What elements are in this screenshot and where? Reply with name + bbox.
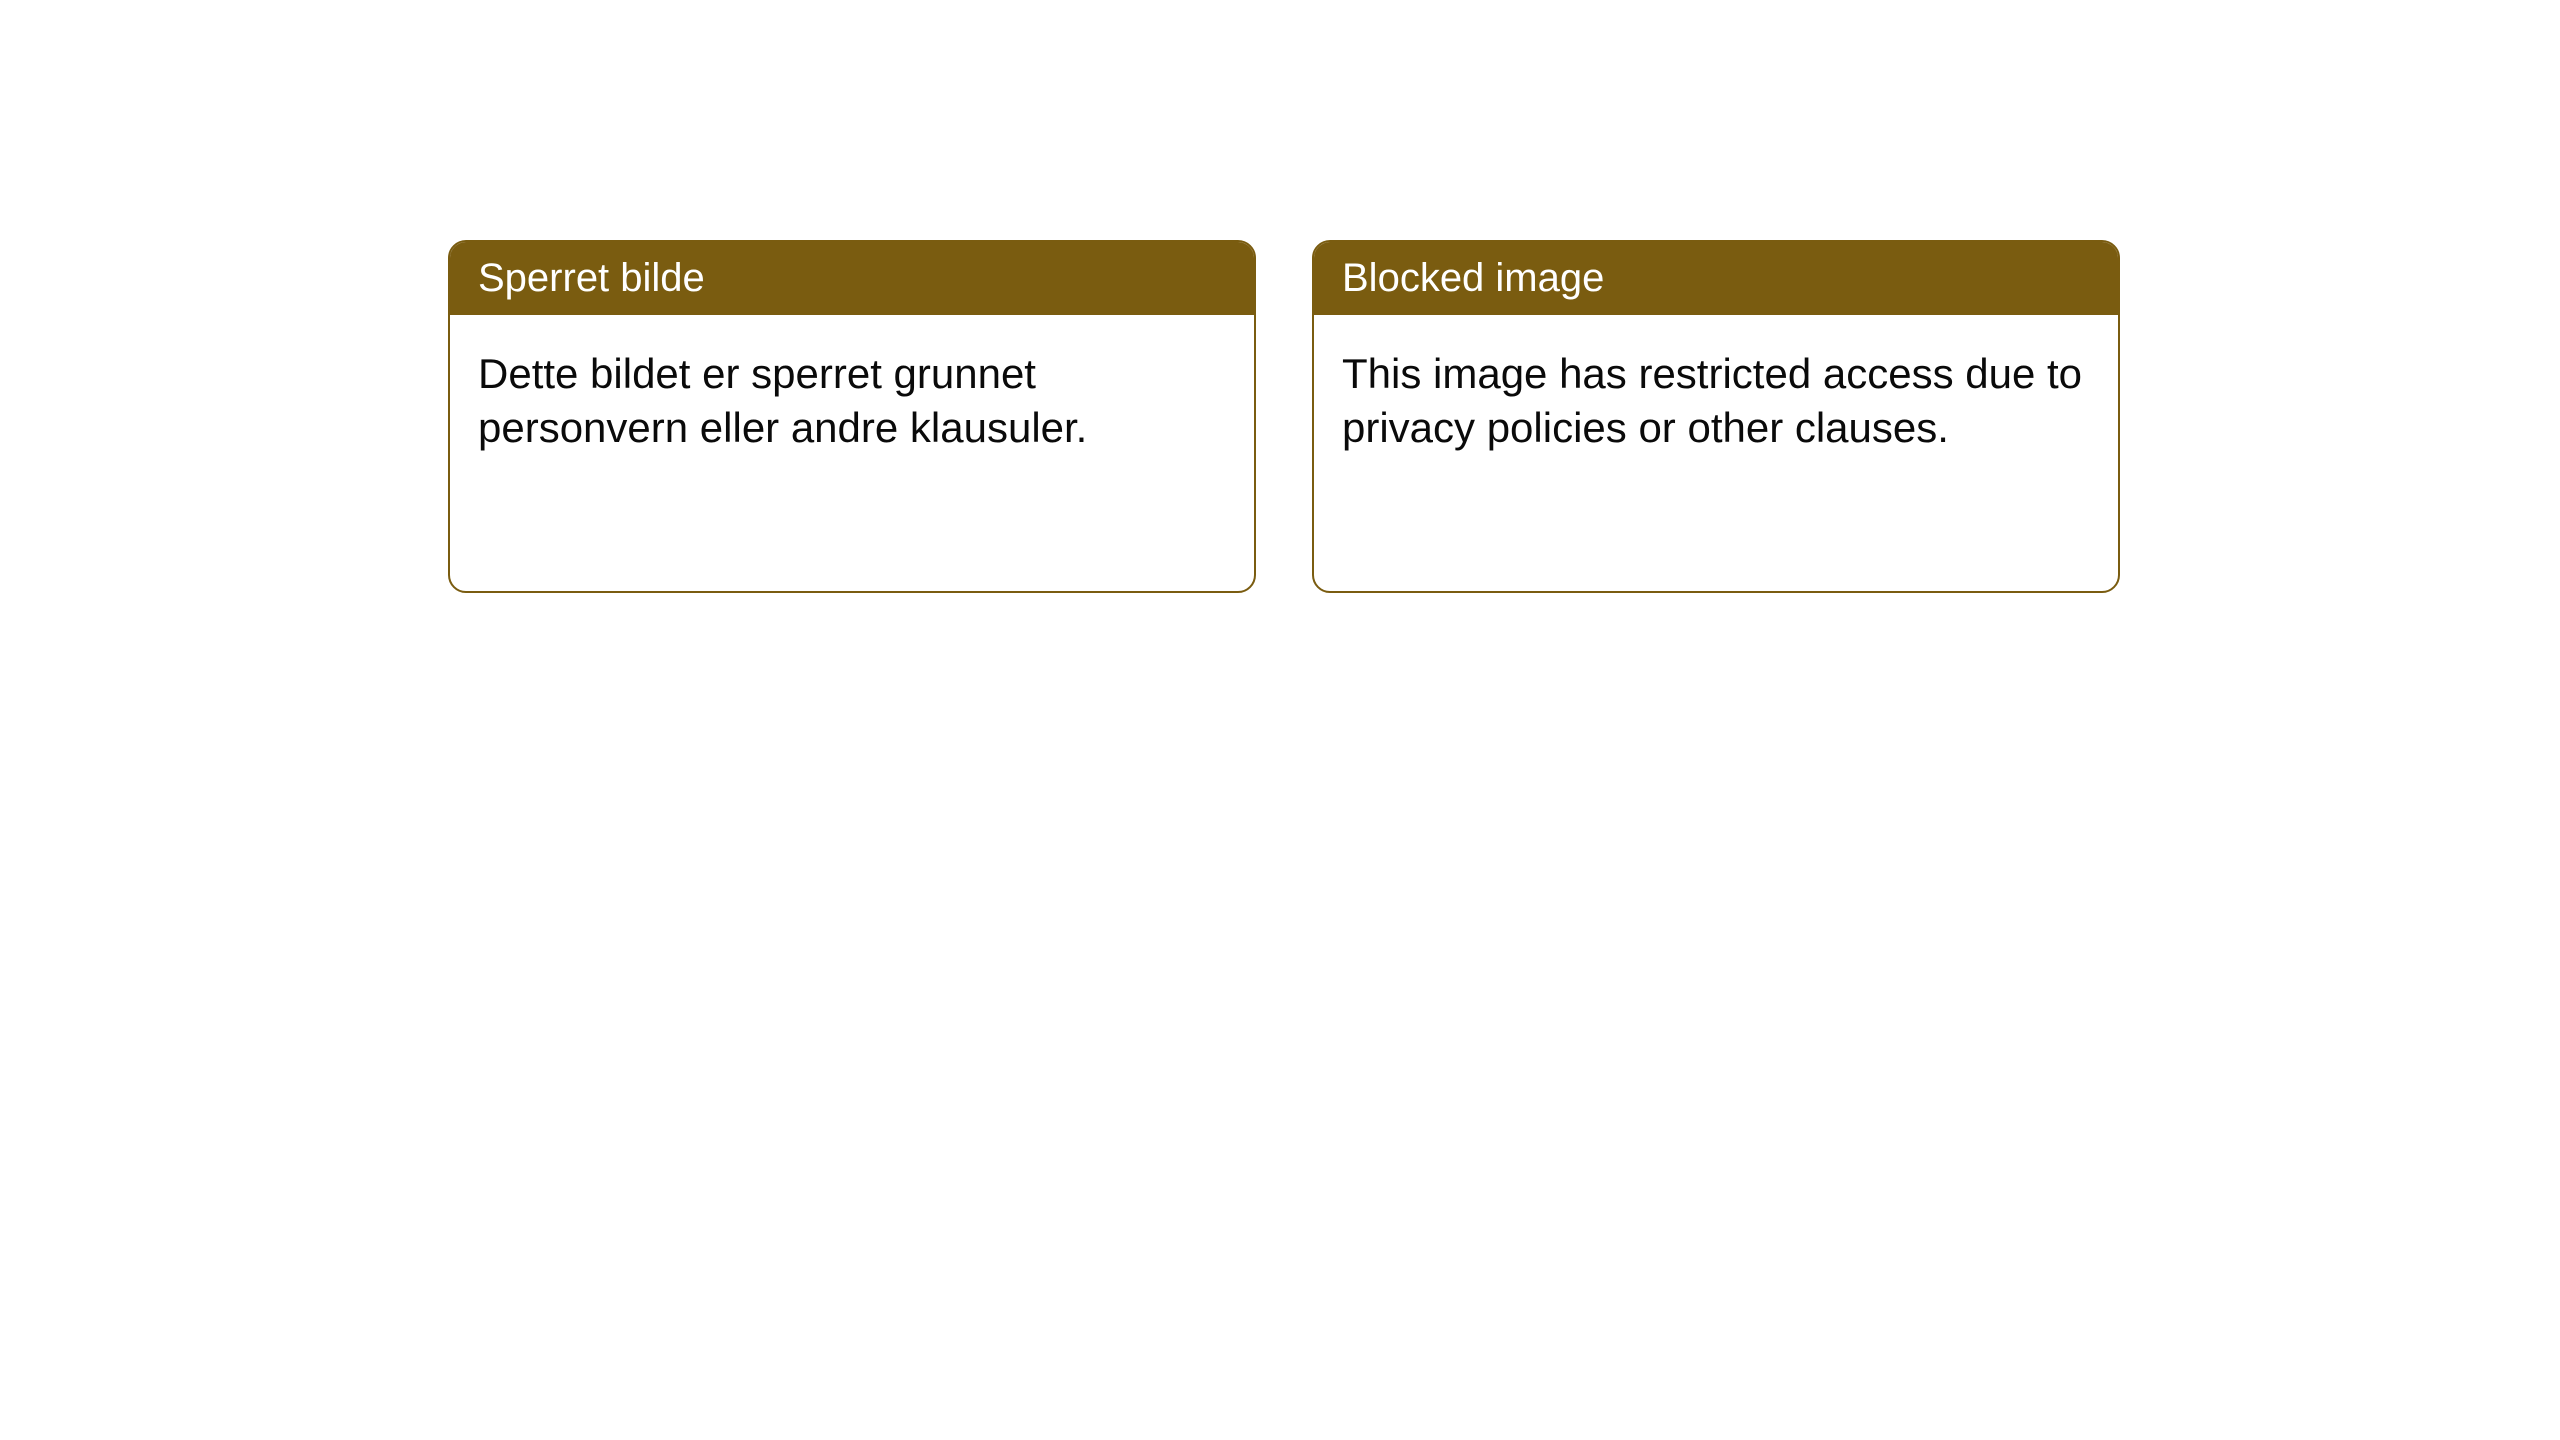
card-body-text: Dette bildet er sperret grunnet personve… [478,350,1087,451]
card-title: Blocked image [1342,256,1604,300]
card-body: Dette bildet er sperret grunnet personve… [450,315,1254,591]
notice-card-english: Blocked image This image has restricted … [1312,240,2120,593]
card-header: Blocked image [1314,242,2118,315]
card-body: This image has restricted access due to … [1314,315,2118,591]
card-header: Sperret bilde [450,242,1254,315]
card-title: Sperret bilde [478,256,705,300]
notice-card-norwegian: Sperret bilde Dette bildet er sperret gr… [448,240,1256,593]
notice-cards-container: Sperret bilde Dette bildet er sperret gr… [448,240,2120,593]
card-body-text: This image has restricted access due to … [1342,350,2082,451]
